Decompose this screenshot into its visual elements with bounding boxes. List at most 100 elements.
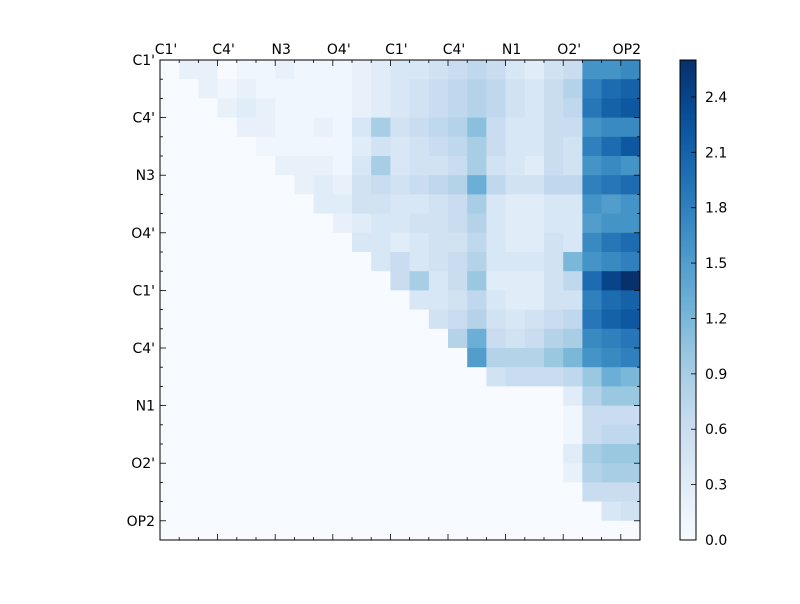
heatmap-cell [313,290,334,310]
heatmap-cell [486,520,506,541]
heatmap-cell [179,405,199,426]
heatmap-cell [486,444,506,464]
heatmap-cell [524,482,545,502]
heatmap-cell [217,405,238,426]
heatmap-cell [390,444,410,464]
heatmap-cell [371,136,391,157]
heatmap-cell [467,136,487,157]
x-tick-label: O2' [557,42,581,58]
heatmap-cell [563,194,583,214]
heatmap-cell [275,424,295,445]
heatmap-cell [160,136,180,157]
heatmap-cell [332,424,353,445]
heatmap-cell [486,271,506,291]
heatmap-cell [294,117,314,138]
heatmap-cell [390,213,410,234]
heatmap-cell [371,194,391,214]
heatmap-cell [428,271,449,291]
heatmap-cell [160,444,180,464]
heatmap-cell [409,405,430,426]
heatmap-cell [544,271,564,291]
heatmap-cell [409,309,430,330]
heatmap-cell [582,348,602,368]
heatmap-cell [601,501,622,522]
y-tick-label: N1 [136,399,155,415]
heatmap-cell [563,79,583,99]
heatmap-cell [505,60,526,80]
heatmap-cell [198,271,218,291]
colorbar-tick-label: 1.2 [705,311,727,327]
heatmap-cell [620,405,641,426]
heatmap-cell [601,520,622,541]
heatmap-cell [160,520,180,541]
heatmap-cell [582,156,602,176]
heatmap-cell [160,348,180,368]
heatmap-cell [505,136,526,157]
heatmap-cell [275,367,295,387]
heatmap-cell [352,386,372,406]
heatmap-cell [217,386,238,406]
heatmap-cell [582,60,602,80]
heatmap-cell [294,194,314,214]
heatmap-cell [160,501,180,522]
heatmap-cell [256,60,276,80]
heatmap-cell [160,117,180,138]
heatmap-cell [256,136,276,157]
heatmap-cell [448,386,468,406]
heatmap-cell [467,60,487,80]
heatmap-cell [332,386,353,406]
heatmap-cell [332,60,353,80]
heatmap-cell [409,463,430,483]
heatmap-cell [448,424,468,445]
heatmap-cell [332,271,353,291]
heatmap-cell [582,232,602,253]
heatmap-cell [409,117,430,138]
heatmap-cell [256,271,276,291]
heatmap-cell [313,117,334,138]
heatmap-cell [428,175,449,195]
heatmap-cell [217,424,238,445]
heatmap-cell [332,156,353,176]
heatmap-cell [256,463,276,483]
heatmap-cell [275,252,295,272]
heatmap-cell [409,482,430,502]
heatmap-cell [236,252,257,272]
heatmap-cell [601,424,622,445]
heatmap-cell [601,386,622,406]
heatmap-cell [275,98,295,118]
heatmap-cell [544,367,564,387]
heatmap-cell [390,175,410,195]
heatmap-cell [313,424,334,445]
heatmap-cell [390,309,410,330]
heatmap-cell [524,520,545,541]
heatmap-cell [428,232,449,253]
heatmap-cell [160,271,180,291]
heatmap-cell [332,482,353,502]
heatmap-cell [179,348,199,368]
heatmap-cell [467,501,487,522]
heatmap-cell [256,367,276,387]
heatmap-cell [582,367,602,387]
heatmap-cell [236,463,257,483]
heatmap-cell [524,328,545,349]
heatmap-cell [563,386,583,406]
heatmap-cell [275,405,295,426]
heatmap-cell [390,271,410,291]
heatmap-cell [313,98,334,118]
heatmap-cell [601,117,622,138]
heatmap-cell [217,290,238,310]
heatmap-cell [601,309,622,330]
heatmap-cell [620,348,641,368]
heatmap-cell [294,213,314,234]
heatmap-cell [236,444,257,464]
heatmap-cell [256,156,276,176]
heatmap-cell [294,424,314,445]
heatmap-cell [582,424,602,445]
heatmap-cell [352,501,372,522]
heatmap-cell [448,463,468,483]
heatmap-cell [352,290,372,310]
heatmap-cell [544,252,564,272]
x-tick-label: C1' [385,42,408,58]
heatmap-cell [198,520,218,541]
heatmap-cell [160,309,180,330]
